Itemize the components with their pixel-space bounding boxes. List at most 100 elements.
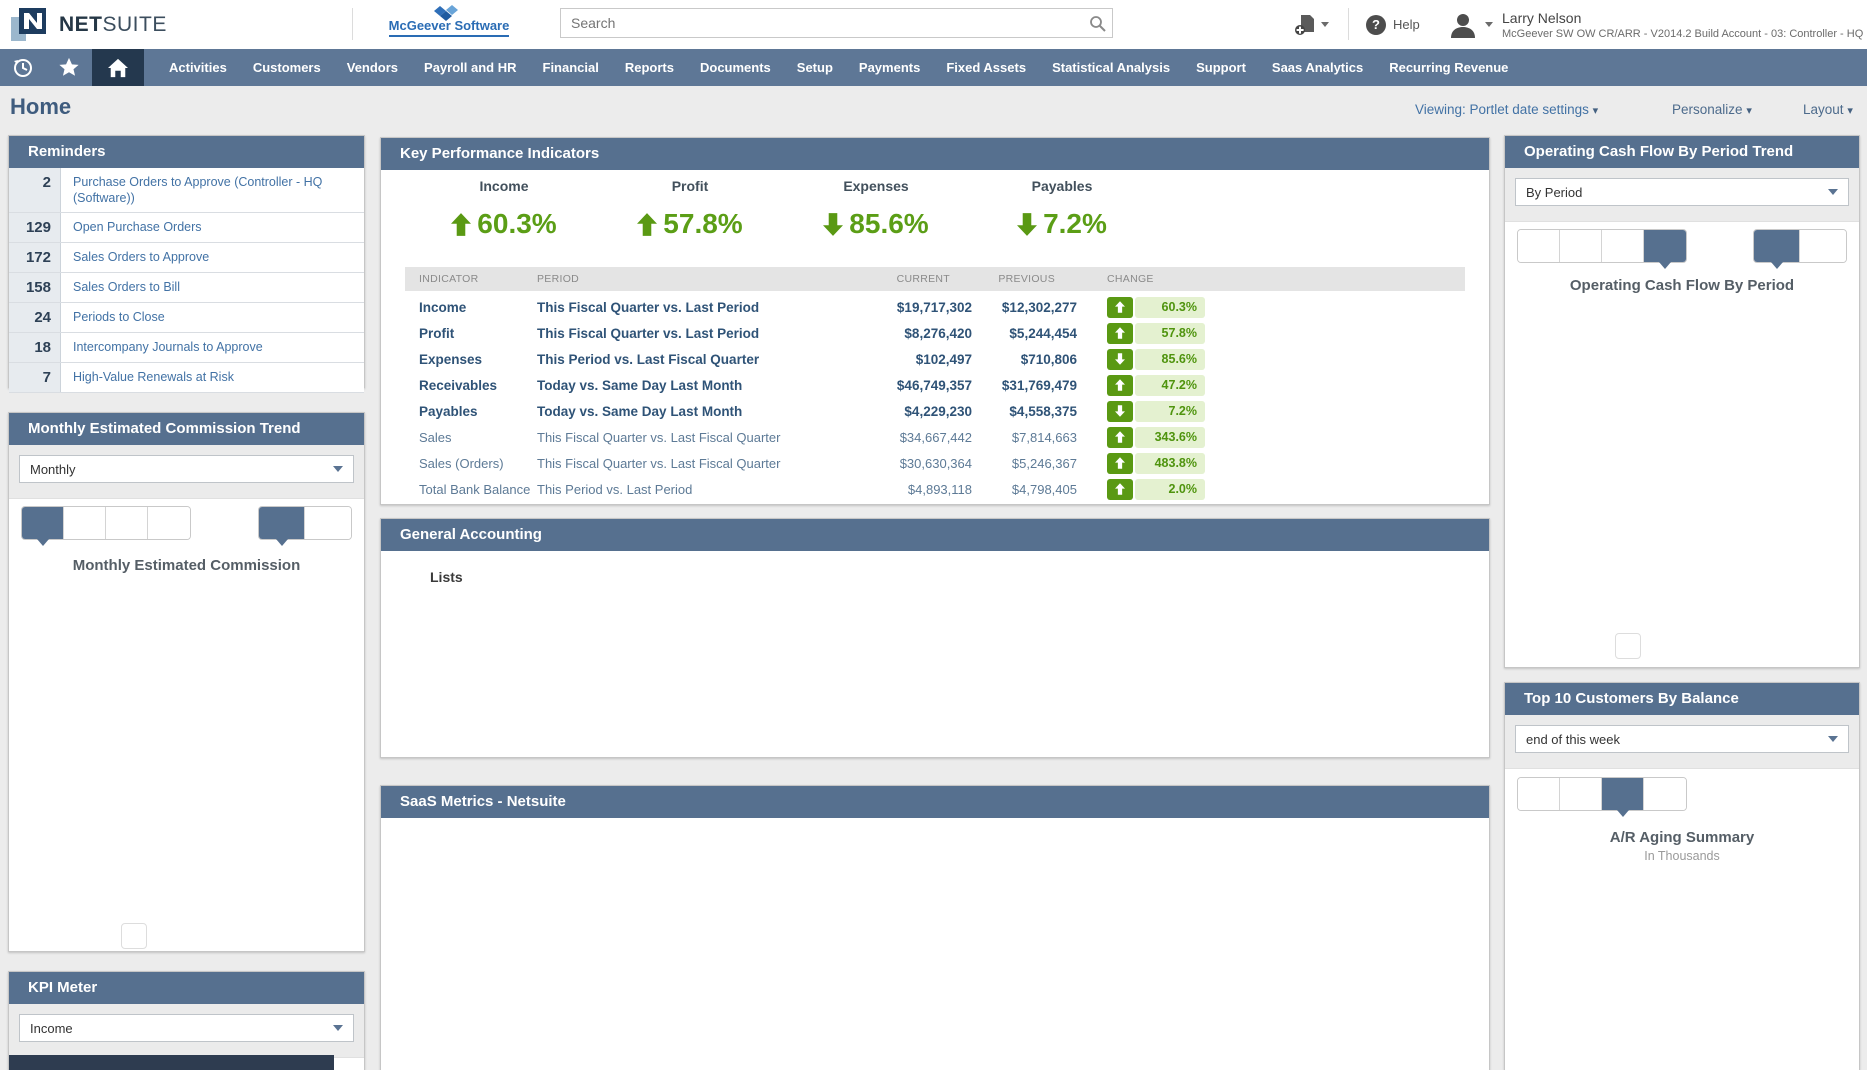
nav-item-recurring-revenue[interactable]: Recurring Revenue [1389, 60, 1509, 75]
company-logo: McGeever Software [374, 4, 524, 37]
chevron-down-icon [1828, 736, 1838, 742]
cashflow-toolbar: By Period [1505, 168, 1859, 222]
nav-item-payroll-and-hr[interactable]: Payroll and HR [424, 60, 517, 75]
recent-records-button[interactable] [0, 49, 46, 86]
reminder-row[interactable]: 2 Purchase Orders to Approve (Controller … [9, 168, 364, 214]
shortcuts-button[interactable] [46, 49, 92, 86]
top-customers-range-select[interactable]: end of this week [1515, 725, 1849, 753]
kpi-col-header: INDICATOR [419, 273, 479, 285]
kpi-indicator: Expenses [419, 351, 483, 367]
nav-item-financial[interactable]: Financial [542, 60, 599, 75]
user-menu[interactable] [1448, 0, 1493, 49]
kpi-highlight-percent: 7.2% [1043, 208, 1107, 239]
reminder-link[interactable]: Intercompany Journals to Approve [73, 340, 263, 355]
search-icon[interactable] [1089, 15, 1106, 32]
commission-range-select[interactable]: Monthly [19, 455, 354, 483]
reminder-link[interactable]: Sales Orders to Bill [73, 280, 180, 295]
create-new-menu[interactable] [1294, 0, 1329, 49]
line-chart-button[interactable] [1518, 778, 1560, 810]
kpi-period: This Fiscal Quarter vs. Last Fiscal Quar… [537, 455, 781, 471]
area-chart-button[interactable] [1518, 230, 1560, 262]
nav-item-support[interactable]: Support [1196, 60, 1246, 75]
hbar-chart-button[interactable] [106, 507, 148, 539]
nav-item-fixed-assets[interactable]: Fixed Assets [946, 60, 1027, 75]
nav-item-setup[interactable]: Setup [796, 60, 833, 75]
search-input[interactable] [560, 8, 1113, 38]
kpi-highlight-label: Payables [1031, 178, 1093, 194]
reminder-link[interactable]: Open Purchase Orders [73, 220, 202, 235]
help-button[interactable]: ? Help [1366, 0, 1420, 49]
personalize-menu[interactable]: Personalize ▾ [1672, 102, 1752, 117]
reminder-row[interactable]: 129 Open Purchase Orders [9, 213, 364, 244]
header-divider-2 [1348, 8, 1349, 40]
nav-item-vendors[interactable]: Vendors [346, 60, 399, 75]
home-tab[interactable] [92, 49, 144, 86]
kpi-previous: $7,814,663 [1011, 429, 1077, 445]
reminder-link[interactable]: Purchase Orders to Approve (Controller -… [73, 175, 323, 205]
cashflow-range-select[interactable]: By Period [1515, 178, 1849, 206]
nav-item-documents[interactable]: Documents [699, 60, 771, 75]
hbar-chart-button[interactable] [1560, 778, 1602, 810]
kpi-indicator: Profit [419, 325, 455, 341]
portlet-date-settings-menu[interactable]: Viewing: Portlet date settings ▾ [1415, 102, 1599, 117]
reminder-link[interactable]: Periods to Close [73, 310, 165, 325]
line-chart-button[interactable] [64, 507, 106, 539]
kpi-meter-gauge-partial [9, 1055, 334, 1070]
nav-menu: Activities Customers Vendors Payroll and HR… [156, 49, 1521, 86]
chevron-down-icon [333, 466, 343, 472]
kpi-table-header: INDICATOR PERIOD CURRENT PREVIOUS CHANGE [405, 267, 1465, 291]
kpi-meter-select[interactable]: Income [19, 1014, 354, 1042]
kpi-table-row: Profit This Fiscal Quarter vs. Last Perio… [405, 320, 1465, 346]
reminder-row[interactable]: 18 Intercompany Journals to Approve [9, 333, 364, 364]
reminder-row[interactable]: 158 Sales Orders to Bill [9, 273, 364, 304]
line-chart-button[interactable] [1560, 230, 1602, 262]
kpi-change: 47.2% [1107, 374, 1247, 396]
vbar-chart-button[interactable] [1644, 230, 1686, 269]
kpi-change: 2.0% [1107, 478, 1247, 500]
home-icon [108, 58, 128, 77]
nav-item-reports[interactable]: Reports [624, 60, 674, 75]
reminder-link[interactable]: Sales Orders to Approve [73, 250, 210, 265]
hbar-chart-button[interactable] [1602, 230, 1644, 262]
layout-menu[interactable]: Layout ▾ [1803, 102, 1853, 117]
reminders-portlet: Reminders 2 Purchase Orders to Approve (C… [8, 135, 365, 394]
kpi-col-header: CHANGE [1107, 273, 1154, 285]
nav-item-activities[interactable]: Activities [169, 60, 227, 75]
ar-aging-chart [1505, 869, 1859, 1069]
ar-aging-chart-subtitle: In Thousands [1644, 849, 1720, 863]
vbar-chart-button[interactable] [1602, 778, 1644, 817]
change-percent-badge: 60.3% [1135, 296, 1205, 318]
arrow-up-icon [1115, 457, 1125, 469]
kpi-previous: $4,558,375 [1009, 403, 1077, 419]
reminder-row[interactable]: 7 High-Value Renewals at Risk [9, 363, 364, 394]
nav-item-payments[interactable]: Payments [858, 60, 921, 75]
saas-metrics-header: SaaS Metrics - Netsuite [381, 786, 1489, 818]
reminder-row[interactable]: 172 Sales Orders to Approve [9, 243, 364, 274]
kpi-portlet: Key Performance Indicators Income 60.3% Pr… [380, 137, 1490, 505]
trendline-off-button[interactable] [305, 507, 351, 539]
ga-section-lists: Lists [430, 569, 463, 597]
nav-item-saas-analytics[interactable]: Saas Analytics [1271, 60, 1364, 75]
area-chart-button[interactable] [22, 507, 64, 546]
trendline-off-button[interactable] [1800, 230, 1846, 262]
reminder-row[interactable]: 24 Periods to Close [9, 303, 364, 334]
kpi-period: This Fiscal Quarter vs. Last Period [537, 299, 760, 315]
kpi-col-header: PERIOD [537, 273, 580, 285]
kpi-previous: $5,246,367 [1011, 455, 1077, 471]
arrow-down-icon [1115, 353, 1125, 365]
pie-chart-button[interactable] [1644, 778, 1686, 810]
arrow-up-icon [1115, 301, 1125, 313]
user-name: Larry Nelson [1502, 9, 1582, 26]
kpi-current: $34,667,442 [899, 429, 972, 445]
nav-item-customers[interactable]: Customers [252, 60, 321, 75]
trendline-on-button[interactable] [259, 507, 305, 546]
trendline-on-button[interactable] [1754, 230, 1800, 269]
nav-item-statistical-analysis[interactable]: Statistical Analysis [1052, 60, 1171, 75]
user-account-role: McGeever SW OW CR/ARR - V2014.2 Build Ac… [1502, 27, 1864, 40]
reminder-link[interactable]: High-Value Renewals at Risk [73, 370, 234, 385]
vbar-chart-button[interactable] [148, 507, 190, 539]
kpi-previous: $12,302,277 [1001, 299, 1077, 315]
kpi-change: 57.8% [1107, 322, 1247, 344]
general-accounting-portlet: General Accounting Lists [380, 518, 1490, 758]
kpi-highlight-value: 57.8% [597, 208, 783, 240]
